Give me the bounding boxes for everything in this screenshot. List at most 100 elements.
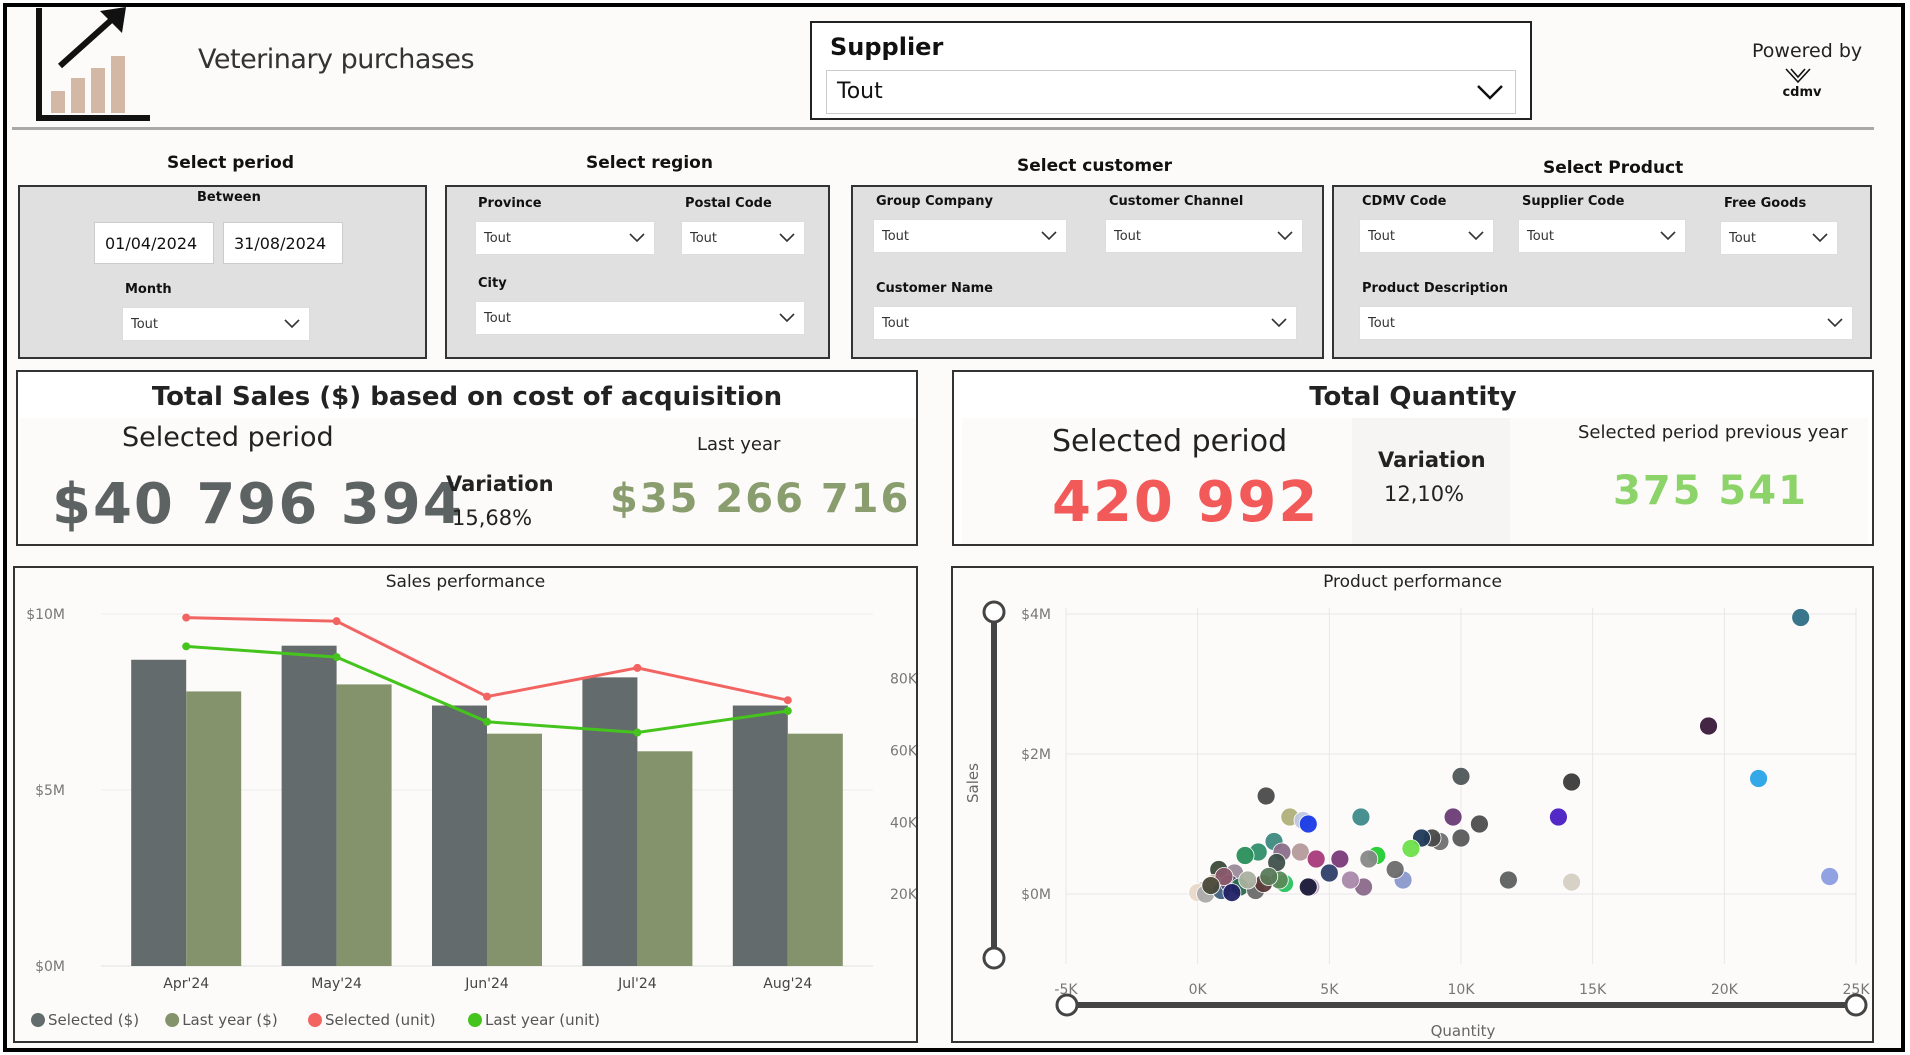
cdmv-logo-icon: cdmv	[1782, 68, 1822, 100]
customer-channel-dropdown[interactable]: Tout	[1105, 219, 1303, 253]
legend-label: Last year ($)	[182, 1011, 278, 1029]
scatter-point	[1256, 786, 1276, 806]
free-goods-value: Tout	[1729, 231, 1757, 246]
legend-marker	[31, 1013, 45, 1027]
scatter-point	[1319, 863, 1339, 883]
total-quantity-card: Total Quantity Selected period 420 992 V…	[952, 370, 1874, 546]
chevron-down-icon	[1271, 318, 1287, 328]
line-point	[332, 617, 341, 626]
bar-last-year	[186, 691, 242, 966]
customer-name-label: Customer Name	[876, 281, 993, 296]
group-company-dropdown[interactable]: Tout	[873, 219, 1067, 253]
x-tick-label: 10K	[1448, 982, 1476, 998]
postal-code-label: Postal Code	[685, 196, 772, 211]
group-company-value: Tout	[882, 229, 910, 244]
city-dropdown[interactable]: Tout	[475, 301, 805, 335]
bar-last-year	[787, 733, 843, 966]
province-dropdown[interactable]: Tout	[475, 221, 655, 255]
product-chart-svg: -5K 0K 5K 10K 15K 20K 25K $0M $2M $4M Quantity Sale…	[964, 600, 1871, 1040]
scatter-point	[1470, 814, 1489, 834]
end-date-input[interactable]: 31/08/2024	[223, 222, 343, 264]
bar-last-year	[487, 733, 542, 966]
product-section-title: Select Product	[1543, 158, 1684, 178]
horizontal-zoom-slider[interactable]	[1055, 993, 1868, 1017]
product-description-value: Tout	[1368, 316, 1396, 331]
y-right-tick-label: 60K	[890, 743, 916, 759]
line-point	[783, 696, 792, 705]
month-value: Tout	[131, 317, 159, 332]
bar-chart-logo-icon	[36, 7, 150, 121]
y-right-tick-label: 80K	[890, 672, 916, 688]
scatter-point	[1562, 772, 1581, 792]
vertical-zoom-slider[interactable]	[982, 600, 1006, 970]
y-axis-title: Sales	[964, 763, 982, 803]
total-sales-title: Total Sales ($) based on cost of acquisi…	[151, 382, 783, 412]
qty-selected-label: Selected period	[1052, 424, 1288, 459]
x-tick-label: May'24	[311, 976, 362, 992]
legend-label: Selected ($)	[48, 1011, 139, 1029]
scatter-point	[1235, 846, 1255, 865]
month-dropdown[interactable]: Tout	[122, 307, 310, 341]
customer-name-value: Tout	[882, 316, 910, 331]
legend-marker	[165, 1013, 180, 1027]
scatter-point	[1385, 860, 1405, 879]
x-tick-label: Jun'24	[464, 976, 509, 992]
supplier-code-value: Tout	[1527, 229, 1555, 244]
y-tick-label: $0M	[1021, 887, 1051, 903]
legend-label: Last year (unit)	[485, 1011, 600, 1029]
customer-name-dropdown[interactable]: Tout	[873, 306, 1297, 340]
scatter-point	[1290, 842, 1310, 862]
cdmv-code-label: CDMV Code	[1362, 194, 1447, 209]
group-company-label: Group Company	[876, 194, 993, 209]
line-point	[332, 653, 341, 662]
supplier-slicer: Supplier Tout	[810, 21, 1532, 120]
line-point	[483, 692, 491, 701]
scatter-point	[1340, 870, 1360, 890]
region-section-title: Select region	[586, 153, 713, 173]
bar-selected	[281, 645, 337, 966]
scatter-point	[1351, 807, 1371, 827]
chevron-down-icon	[1812, 233, 1828, 243]
chevron-down-icon	[1468, 231, 1484, 241]
postal-code-dropdown[interactable]: Tout	[681, 221, 805, 255]
sales-performance-card: Sales performance $0M $5M $10M 20K 40K 60K 80K…	[13, 566, 918, 1043]
chevron-down-icon	[629, 233, 645, 243]
chevron-down-icon	[1827, 318, 1843, 328]
supplier-dropdown[interactable]: Tout	[826, 70, 1516, 114]
sales-chart-title: Sales performance	[385, 572, 546, 592]
month-label: Month	[125, 282, 172, 297]
start-date-input[interactable]: 01/04/2024	[94, 222, 214, 264]
scatter-point	[1549, 807, 1568, 827]
supplier-code-dropdown[interactable]: Tout	[1518, 219, 1686, 253]
chevron-down-icon	[1660, 231, 1676, 241]
customer-channel-label: Customer Channel	[1109, 194, 1244, 209]
cdmv-code-dropdown[interactable]: Tout	[1359, 219, 1494, 253]
product-chart-title: Product performance	[1323, 572, 1502, 592]
line-point	[182, 613, 191, 622]
cdmv-brand-text: cdmv	[1782, 85, 1822, 100]
free-goods-dropdown[interactable]: Tout	[1720, 221, 1838, 255]
qty-variation-label: Variation	[1378, 448, 1486, 472]
x-tick-label: 20K	[1711, 982, 1739, 998]
y-left-tick-label: $0M	[35, 959, 65, 975]
scatter-point	[1306, 849, 1326, 869]
line-selected-unit	[186, 616, 789, 702]
x-axis-title: Quantity	[1431, 1022, 1496, 1040]
chevron-down-icon	[284, 319, 300, 329]
between-label: Between	[197, 190, 261, 205]
slider-handle-right	[1844, 993, 1868, 1017]
sales-selected-value: $40 796 394	[52, 472, 464, 537]
bar-last-year	[637, 751, 693, 966]
supplier-label: Supplier	[830, 33, 944, 61]
scatter-point	[1330, 849, 1350, 869]
slider-handle-top	[982, 600, 1006, 624]
period-panel: Between 01/04/2024 31/08/2024 Month Tout	[18, 185, 427, 359]
x-tick-label: 25K	[1843, 982, 1871, 998]
x-tick-label: Jul'24	[617, 976, 657, 992]
chevron-down-icon	[1477, 85, 1503, 100]
scatter-point	[1298, 814, 1318, 834]
product-description-dropdown[interactable]: Tout	[1359, 306, 1853, 340]
scatter-point	[1499, 870, 1518, 890]
city-value: Tout	[484, 311, 512, 326]
line-point	[182, 642, 191, 651]
